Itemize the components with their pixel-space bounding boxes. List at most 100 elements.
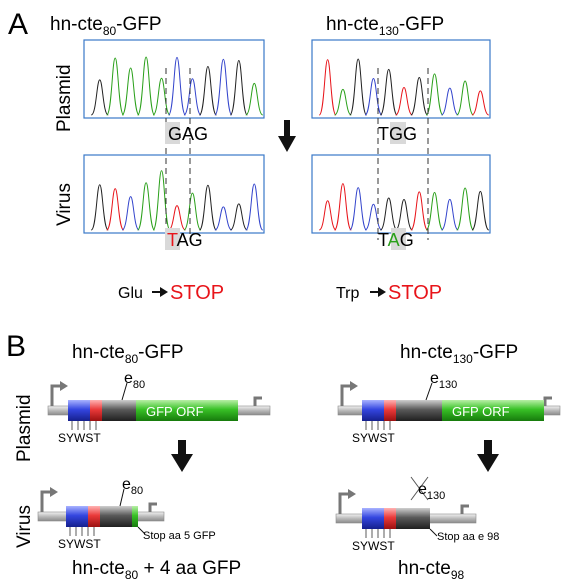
chromatograms: [83, 39, 491, 234]
trace-peak: [318, 59, 337, 116]
panel-a-label: A: [8, 8, 28, 41]
trace-peak: [471, 90, 490, 116]
chromatogram-right-virus: [311, 154, 491, 234]
trace-peak: [334, 88, 352, 116]
stop-label: Stop aa 5 GFP: [143, 530, 216, 542]
trace-peak: [425, 192, 444, 231]
gfp-orf-label: GFP ORF: [146, 404, 204, 419]
trace-peak: [349, 58, 368, 116]
construct-left-virus: e80 Stop aa 5 GFP SYWST: [37, 476, 216, 551]
change-to-right: STOP: [388, 282, 442, 304]
motif-label: SYWST: [352, 539, 395, 553]
motif-label: SYWST: [58, 431, 101, 445]
terminator-icon: [253, 396, 262, 406]
trace-peak: [152, 77, 171, 116]
panel-b-right-title: hn-cte130-GFP: [400, 342, 518, 366]
down-arrow-icon: [171, 440, 193, 472]
change-to-left: STOP: [170, 282, 224, 304]
trace-peak: [198, 184, 217, 231]
gfp-orf-label: GFP ORF: [452, 404, 510, 419]
promoter-arrow-icon: [338, 492, 350, 514]
ectodomain-label: e80: [124, 370, 145, 391]
trace-peak: [214, 58, 233, 116]
codon-highlight: [165, 122, 180, 144]
panel-b-label: B: [6, 330, 26, 363]
codon-highlight: [390, 122, 406, 144]
trace-peak: [152, 170, 171, 231]
motif-label: SYWST: [58, 537, 101, 551]
plasmid-codon-right: TGG: [378, 124, 417, 144]
trace-peak: [198, 66, 217, 116]
construct-left-plasmid: GFP ORF e80 SYWST: [47, 370, 271, 445]
panel-a-right-title: hn-cte130-GFP: [326, 14, 444, 38]
chromatogram-left-virus: [83, 154, 265, 234]
trace-peak: [230, 203, 248, 231]
terminator-icon: [460, 504, 469, 514]
promoter-arrow-icon: [340, 384, 352, 406]
stop-label: Stop aa e 98: [437, 531, 499, 543]
virus-codon-left: TAG: [167, 230, 203, 250]
trace-peak: [214, 206, 233, 231]
trace-peak: [395, 87, 413, 116]
down-arrow-icon: [477, 440, 499, 472]
trace-peak: [425, 73, 444, 116]
terminator-icon: [543, 396, 552, 406]
trace-peak: [410, 77, 429, 116]
plasmid-codon-left: GAG: [168, 124, 208, 144]
ectodomain-label: e130: [430, 370, 457, 391]
codon-highlight: [391, 228, 406, 250]
trace-peak: [121, 67, 140, 116]
trace-peak: [121, 196, 140, 231]
panel-a-left-title: hn-cte80-GFP: [50, 14, 162, 38]
trace-peak: [379, 197, 398, 231]
construct-right-virus: e130 Stop aa e 98 SYWST: [335, 476, 499, 553]
panel-b-row-virus: Virus: [14, 505, 35, 548]
promoter-arrow-icon: [50, 384, 62, 406]
trace-peak: [441, 87, 459, 116]
trace-peak: [106, 188, 125, 231]
trace-peak: [440, 198, 459, 231]
trace-peak: [90, 184, 109, 231]
result-right: hn-cte98: [398, 558, 464, 581]
virus-ectodomain-label: e80: [122, 476, 143, 497]
change-from-left: Glu: [118, 285, 143, 302]
panel-a-row-virus: Virus: [54, 183, 75, 226]
trace-peak: [349, 187, 368, 231]
down-arrow-icon: [278, 120, 296, 152]
virus-codon-right: TAG: [378, 230, 414, 250]
trace-peak: [245, 183, 264, 231]
trace-peak: [471, 190, 490, 231]
trace-peak: [183, 78, 202, 116]
terminator-icon: [148, 502, 157, 512]
trace-peak: [168, 205, 186, 231]
trace-peak: [106, 57, 125, 116]
trace-peak: [90, 79, 109, 116]
trace-peak: [364, 77, 383, 116]
codon-highlight: [165, 228, 180, 250]
virus-ectodomain-label: e130: [418, 481, 445, 502]
trace-peak: [318, 200, 337, 231]
trace-peak: [245, 82, 264, 116]
right-arrow-icon: [152, 287, 168, 297]
trace-peak: [410, 191, 429, 231]
trace-peak: [183, 192, 202, 231]
panel-b-row-plasmid: Plasmid: [14, 394, 35, 462]
motif-label: SYWST: [352, 431, 395, 445]
trace-peak: [168, 56, 186, 116]
right-arrow-icon: [370, 287, 386, 297]
promoter-arrow-icon: [40, 490, 52, 512]
trace-peak: [229, 60, 248, 116]
trace-peak: [379, 68, 398, 116]
construct-right-plasmid: GFP ORF e130 SYWST: [337, 370, 561, 445]
trace-peak: [364, 203, 383, 231]
cross-icon: [410, 476, 429, 501]
trace-peak: [137, 56, 156, 116]
trace-peak: [456, 80, 474, 116]
trace-peak: [334, 183, 352, 231]
change-from-right: Trp: [336, 285, 360, 302]
panel-b-left-title: hn-cte80-GFP: [72, 342, 184, 366]
trace-peak: [137, 182, 156, 231]
trace-peak: [395, 198, 413, 231]
trace-peak: [456, 187, 474, 231]
